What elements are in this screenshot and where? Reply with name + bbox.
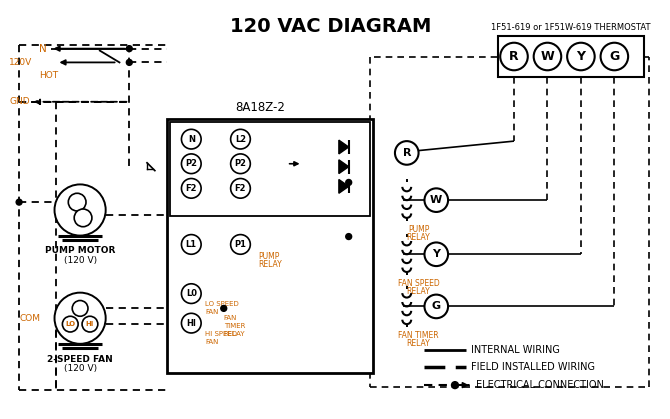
Text: ELECTRICAL CONNECTION: ELECTRICAL CONNECTION — [476, 380, 604, 390]
Text: FAN: FAN — [205, 309, 218, 316]
Text: TIMER: TIMER — [224, 323, 245, 329]
Text: Y: Y — [576, 50, 586, 63]
Text: HI: HI — [186, 318, 196, 328]
Circle shape — [425, 295, 448, 318]
Text: HI: HI — [86, 321, 94, 327]
Text: (120 V): (120 V) — [64, 365, 96, 373]
Polygon shape — [339, 160, 348, 173]
Circle shape — [54, 292, 106, 344]
Text: 120V: 120V — [204, 159, 226, 168]
Text: P2: P2 — [234, 159, 247, 168]
Circle shape — [230, 178, 251, 198]
Text: Y: Y — [432, 249, 440, 259]
Circle shape — [534, 43, 561, 70]
Circle shape — [346, 234, 352, 240]
Circle shape — [182, 313, 201, 333]
Text: R: R — [509, 50, 519, 63]
Text: LO: LO — [65, 321, 75, 327]
Text: 240V: 240V — [253, 134, 275, 144]
Text: FAN SPEED: FAN SPEED — [398, 279, 440, 288]
Text: INTERNAL WIRING: INTERNAL WIRING — [471, 345, 559, 355]
Text: L1: L1 — [186, 240, 197, 249]
Text: FAN: FAN — [205, 339, 218, 345]
Text: 2-SPEED FAN: 2-SPEED FAN — [47, 354, 113, 364]
Text: RELAY: RELAY — [224, 331, 245, 337]
Circle shape — [72, 300, 88, 316]
Circle shape — [127, 59, 132, 65]
Text: 1F51-619 or 1F51W-619 THERMOSTAT: 1F51-619 or 1F51W-619 THERMOSTAT — [491, 23, 651, 32]
Circle shape — [54, 184, 106, 235]
Circle shape — [230, 235, 251, 254]
Text: 120V: 120V — [204, 134, 226, 144]
Circle shape — [182, 235, 201, 254]
Circle shape — [182, 178, 201, 198]
Text: R: R — [403, 148, 411, 158]
Text: PUMP: PUMP — [408, 225, 429, 234]
Text: PUMP MOTOR: PUMP MOTOR — [45, 246, 115, 256]
Circle shape — [62, 316, 78, 332]
Text: GND: GND — [9, 97, 30, 106]
Text: 8A18Z-2: 8A18Z-2 — [235, 101, 285, 114]
Text: 120 VAC DIAGRAM: 120 VAC DIAGRAM — [230, 17, 431, 36]
Text: HI SPEED: HI SPEED — [205, 331, 237, 337]
Text: G: G — [609, 50, 620, 63]
Text: PUMP: PUMP — [258, 252, 279, 261]
Bar — [167, 119, 373, 373]
Text: 120V: 120V — [9, 58, 33, 67]
Circle shape — [425, 243, 448, 266]
Text: W: W — [541, 50, 554, 63]
Circle shape — [452, 382, 458, 388]
Text: L0: L0 — [186, 289, 197, 298]
Circle shape — [221, 305, 226, 311]
Circle shape — [82, 316, 98, 332]
Circle shape — [567, 43, 595, 70]
Circle shape — [127, 46, 132, 52]
Text: W: W — [430, 195, 442, 205]
Circle shape — [16, 199, 22, 205]
Text: COM: COM — [19, 314, 40, 323]
Text: FIELD INSTALLED WIRING: FIELD INSTALLED WIRING — [471, 362, 595, 372]
Text: F2: F2 — [186, 184, 197, 193]
Text: HOT: HOT — [39, 71, 58, 80]
Circle shape — [182, 129, 201, 149]
Text: RELAY: RELAY — [407, 233, 430, 242]
Circle shape — [74, 209, 92, 227]
Text: N: N — [39, 44, 46, 54]
Text: 240V: 240V — [253, 159, 275, 168]
Circle shape — [395, 141, 419, 165]
Text: N: N — [188, 134, 195, 144]
Text: 240V: 240V — [253, 184, 275, 193]
Text: RELAY: RELAY — [407, 339, 430, 348]
Circle shape — [230, 129, 251, 149]
Text: LO SPEED: LO SPEED — [205, 302, 239, 308]
Text: RELAY: RELAY — [258, 260, 282, 269]
Text: P2: P2 — [186, 159, 197, 168]
Text: F2: F2 — [234, 184, 247, 193]
Text: G: G — [431, 301, 441, 311]
Polygon shape — [339, 179, 348, 193]
Circle shape — [346, 179, 352, 185]
Circle shape — [600, 43, 628, 70]
Text: FAN: FAN — [224, 315, 237, 321]
Text: FAN TIMER: FAN TIMER — [398, 331, 439, 340]
Text: (120 V): (120 V) — [64, 256, 96, 265]
Bar — [170, 122, 371, 216]
Circle shape — [182, 154, 201, 173]
Circle shape — [182, 284, 201, 303]
Text: P1: P1 — [234, 240, 247, 249]
Circle shape — [230, 154, 251, 173]
Bar — [498, 36, 644, 77]
Circle shape — [425, 189, 448, 212]
Polygon shape — [339, 140, 348, 154]
Circle shape — [500, 43, 528, 70]
Text: L2: L2 — [235, 134, 246, 144]
Circle shape — [68, 193, 86, 211]
Text: RELAY: RELAY — [407, 287, 430, 296]
Text: 120V: 120V — [204, 184, 226, 193]
